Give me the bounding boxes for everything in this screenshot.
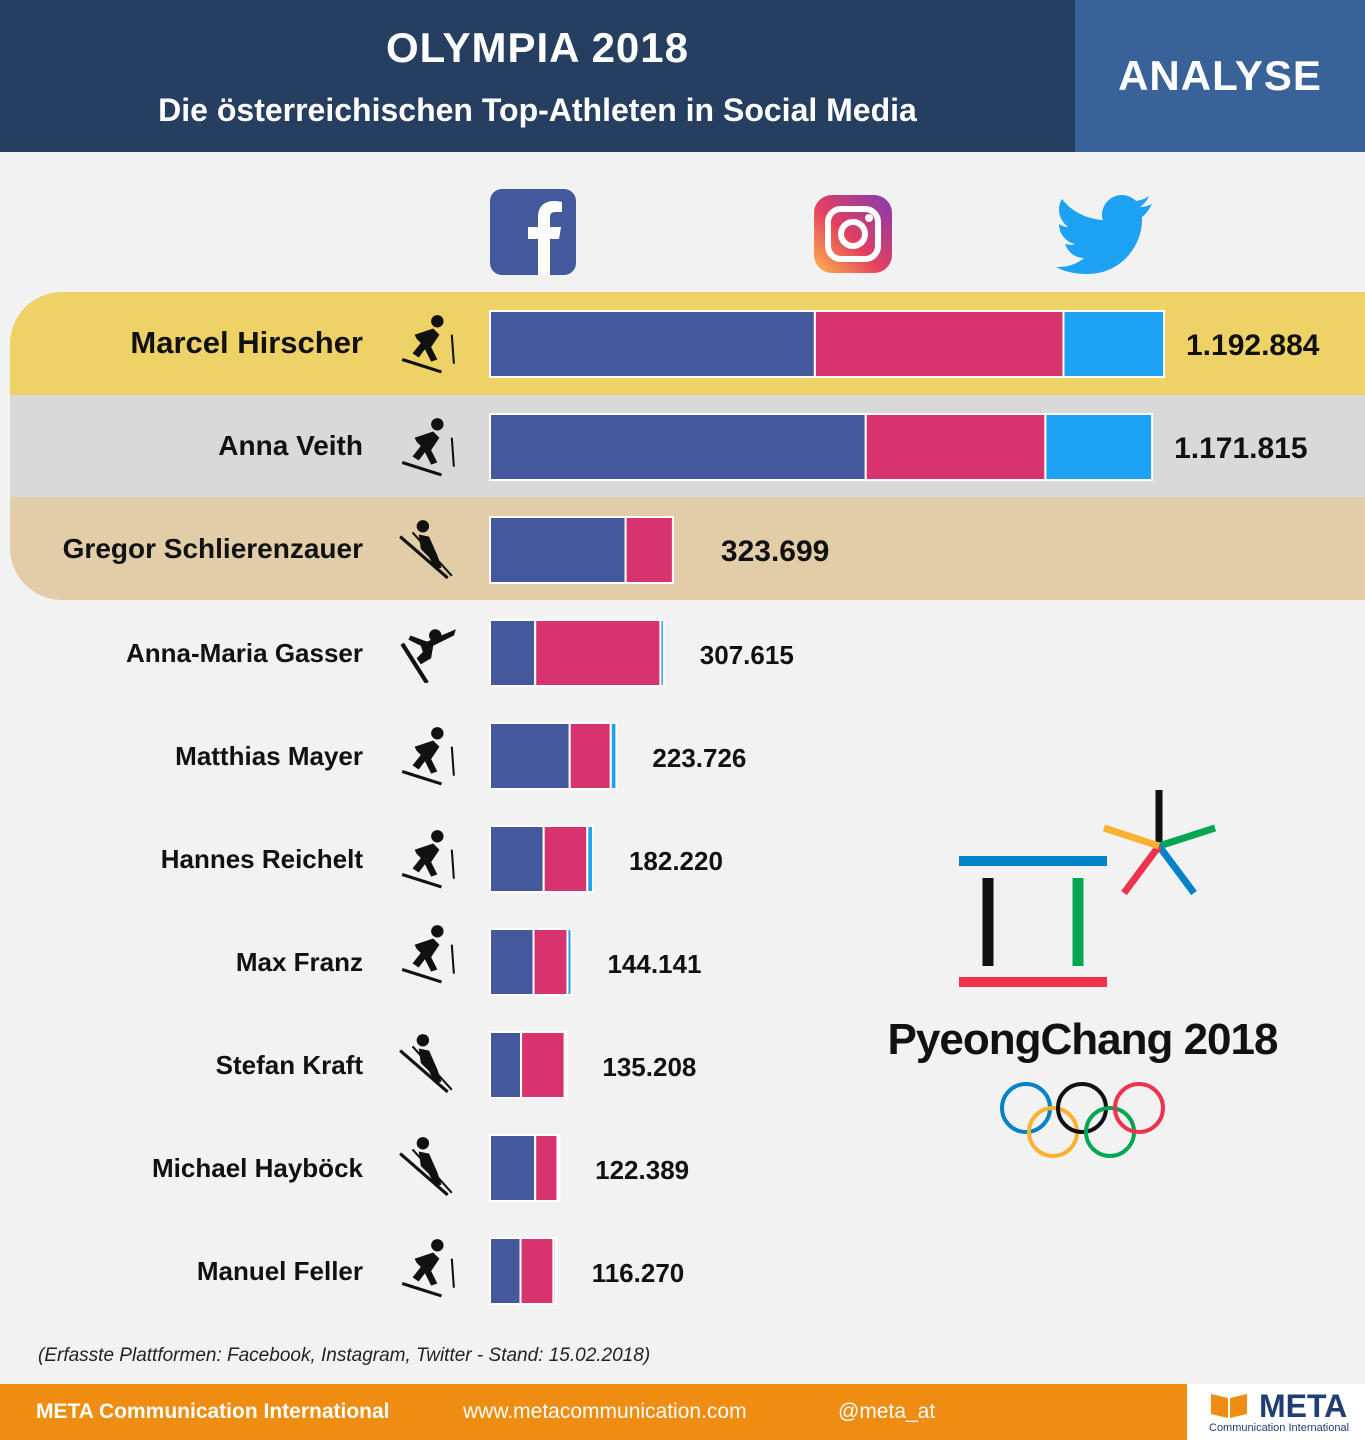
athlete-name: Hannes Reichelt (160, 844, 363, 874)
bar-segment (864, 413, 1047, 481)
bar-segment (532, 928, 569, 996)
total-label: 323.699 (721, 535, 829, 568)
website-link[interactable]: www.metacommunication.com (463, 1400, 747, 1423)
bar-segment (489, 310, 816, 378)
bar-segment (489, 1134, 537, 1202)
header-bar: OLYMPIA 2018 Die österreichischen Top-At… (0, 0, 1075, 152)
athlete-name: Stefan Kraft (215, 1050, 363, 1080)
bar-segment (489, 722, 571, 790)
athlete-name: Matthias Mayer (175, 741, 363, 771)
bar-segment (624, 516, 674, 584)
alpine-skier-icon (401, 830, 455, 889)
athlete-name: Manuel Feller (196, 1256, 363, 1286)
social-handle[interactable]: @meta_at (838, 1400, 936, 1423)
athlete-name: Anna-Maria Gasser (126, 638, 363, 668)
page-subtitle: Die österreichischen Top-Athleten in Soc… (158, 92, 917, 128)
bar-segment (563, 1031, 568, 1099)
snowboarder-icon (400, 629, 456, 683)
athlete-name: Max Franz (235, 947, 363, 977)
bar-segment (568, 722, 612, 790)
bar-segment (542, 825, 589, 893)
pyeongchang-wordmark: PyeongChang 2018 (887, 1015, 1279, 1064)
total-label: 182.220 (629, 846, 723, 876)
athlete-name: Marcel Hirscher (130, 325, 363, 360)
rank-3-highlight (10, 497, 1365, 600)
bar-segment (566, 928, 573, 996)
total-label: 122.389 (595, 1155, 689, 1185)
total-label: 135.208 (602, 1052, 696, 1082)
bar-segment (489, 619, 537, 687)
alpine-skier-icon (401, 925, 455, 984)
pyeongchang-emblem (959, 790, 1217, 987)
athlete-name: Anna Veith (218, 430, 363, 461)
meta-logo-subtitle: Communication International (1209, 1422, 1350, 1434)
alpine-skier-icon (401, 727, 455, 786)
footer-bar: META Communication International www.met… (0, 1384, 1187, 1440)
page-title: OLYMPIA 2018 (385, 24, 690, 71)
alpine-skier-icon (401, 418, 455, 477)
athlete-name: Michael Hayböck (152, 1153, 363, 1183)
facebook-icon (490, 189, 576, 275)
bar-segment (1062, 310, 1165, 378)
source-footnote: (Erfasste Plattformen: Facebook, Instagr… (38, 1345, 651, 1366)
bar-segment (552, 1237, 557, 1305)
bar-segment (489, 413, 867, 481)
bar-segment (489, 516, 627, 584)
bar-segment (659, 619, 665, 687)
stacked-bar-chart: 1.192.884 1.171.815 323.699 307.615 223.726 1… (489, 310, 1320, 1305)
bar-segment (586, 825, 594, 893)
athlete-name: Gregor Schlierenzauer (62, 533, 363, 564)
bar-segment (534, 1134, 559, 1202)
bar-segment (489, 1031, 523, 1099)
alpine-skier-icon (401, 1239, 455, 1298)
bar-segment (1044, 413, 1154, 481)
bar-segment (489, 1237, 522, 1305)
bar-segment (489, 928, 535, 996)
book-logo-icon (1211, 1394, 1247, 1418)
analyse-label: ANALYSE (1118, 52, 1322, 99)
bar-segment (813, 310, 1065, 378)
bar-segment (520, 1031, 566, 1099)
instagram-icon (814, 195, 892, 273)
total-label: 1.171.815 (1174, 432, 1307, 465)
total-label: 116.270 (592, 1258, 685, 1288)
meta-logo: META Communication International (1187, 1384, 1365, 1440)
ski-jumper-icon (399, 1137, 453, 1197)
twitter-icon (1056, 195, 1152, 274)
bar-segment (489, 825, 545, 893)
total-label: 144.141 (607, 949, 701, 979)
total-label: 1.192.884 (1186, 329, 1320, 362)
analyse-badge: ANALYSE (1075, 0, 1365, 152)
meta-logo-text: META (1259, 1388, 1348, 1424)
total-label: 223.726 (652, 743, 746, 773)
bar-segment (519, 1237, 555, 1305)
ski-jumper-icon (399, 520, 453, 580)
alpine-skier-icon (401, 315, 455, 374)
olympic-rings-icon (1000, 1082, 1165, 1158)
bar-segment (609, 722, 618, 790)
company-name: META Communication International (36, 1400, 390, 1423)
bar-segment (534, 619, 662, 687)
ski-jumper-icon (399, 1034, 453, 1094)
bar-segment (556, 1134, 561, 1202)
total-label: 307.615 (700, 640, 794, 670)
